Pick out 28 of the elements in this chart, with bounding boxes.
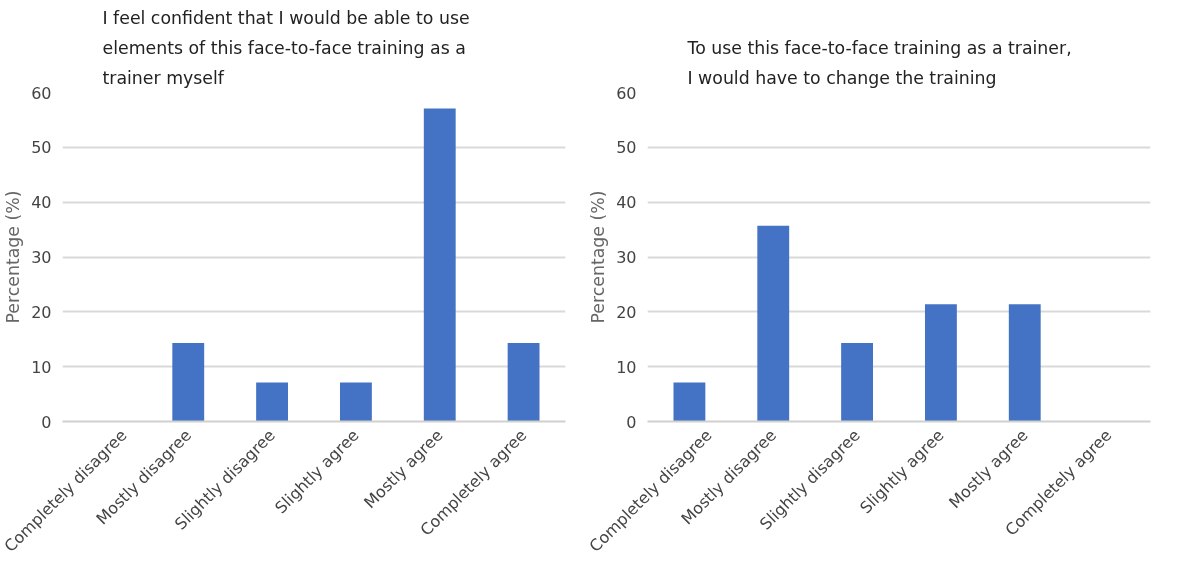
y-axis-title: Percentage (%)	[588, 190, 609, 324]
y-tick-label: 0	[626, 412, 637, 432]
y-tick-label: 40	[31, 193, 52, 213]
y-tick-label: 30	[31, 248, 52, 267]
y-tick-label: 60	[31, 83, 52, 103]
y-tick-label: 40	[616, 193, 637, 213]
bar	[841, 343, 874, 422]
y-axis-title: Percentage (%)	[3, 190, 24, 324]
bar	[1008, 304, 1041, 422]
y-tick-label: 30	[616, 248, 637, 267]
bar	[507, 343, 540, 422]
y-tick-label: 20	[31, 302, 52, 322]
bar	[172, 343, 205, 422]
y-tick-label: 20	[616, 302, 637, 322]
bar	[256, 382, 289, 422]
bar	[423, 108, 456, 422]
y-tick-label: 60	[616, 83, 637, 103]
y-tick-label: 10	[31, 357, 52, 377]
bar	[924, 304, 957, 422]
bar	[339, 382, 372, 422]
chart-title: I feel confident that I would be able to use elements of this face-to-face training as a trainer myself	[102, 7, 470, 88]
chart-title: To use this face-to-face training as a trainer, I would have to change the training	[686, 37, 1072, 88]
y-tick-label: 10	[616, 357, 637, 377]
bar	[757, 225, 790, 422]
y-tick-label: 0	[41, 412, 52, 432]
y-tick-label: 50	[31, 138, 52, 158]
bar	[673, 382, 706, 422]
y-tick-label: 50	[616, 138, 637, 158]
